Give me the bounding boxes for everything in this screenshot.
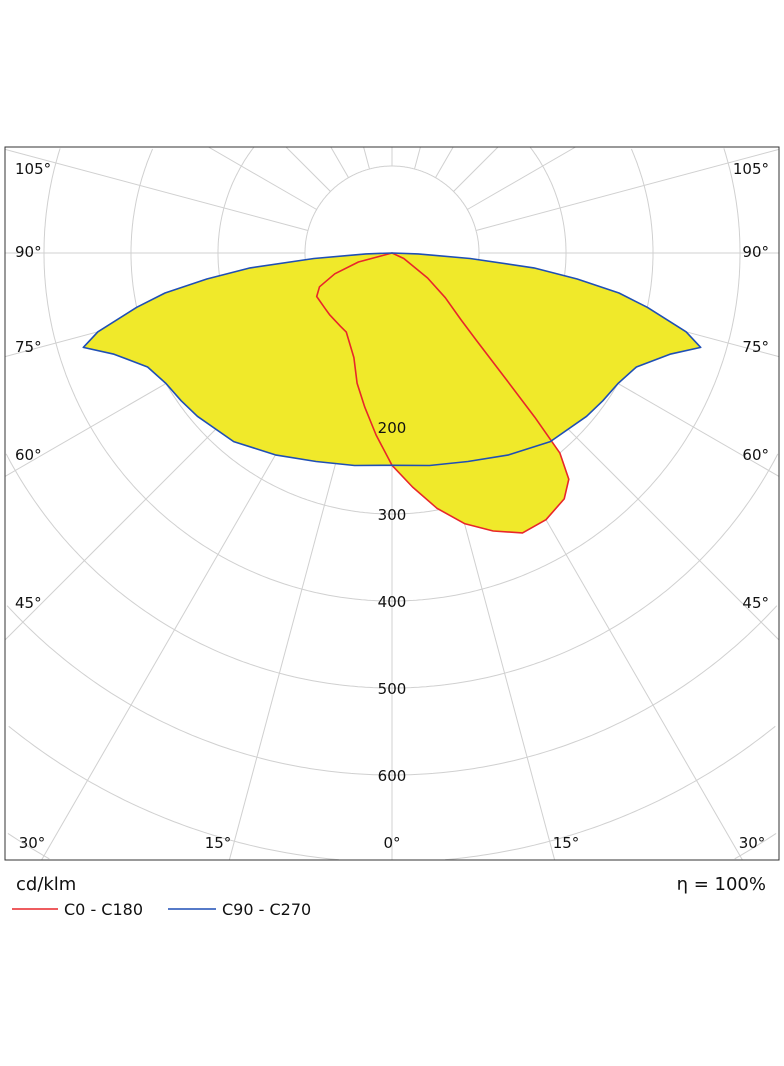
grid-circle-300 bbox=[130, 148, 654, 515]
grid-spoke bbox=[467, 147, 576, 210]
radial-tick-200: 200 bbox=[378, 419, 407, 437]
grid-circle-400 bbox=[43, 148, 741, 602]
angle-label-left: 75° bbox=[15, 338, 42, 356]
grid-spoke bbox=[475, 148, 779, 231]
angle-label-right: 45° bbox=[742, 594, 769, 612]
angle-label-left: 60° bbox=[15, 446, 42, 464]
efficiency-label: η = 100% bbox=[677, 874, 766, 895]
angle-label-left: 45° bbox=[15, 594, 42, 612]
angle-label-bottom: 0° bbox=[383, 834, 400, 852]
curves bbox=[82, 252, 702, 534]
radial-tick-600: 600 bbox=[378, 767, 407, 785]
radial-tick-400: 400 bbox=[378, 593, 407, 611]
angle-label-right: 90° bbox=[742, 243, 769, 261]
angle-label-bottom: 30° bbox=[19, 834, 46, 852]
grid-spoke bbox=[363, 147, 370, 170]
angle-label-right: 60° bbox=[742, 446, 769, 464]
fill-area-1 bbox=[83, 253, 701, 466]
angle-label-right: 105° bbox=[733, 160, 769, 178]
series-curve-c90-c270 bbox=[82, 252, 702, 467]
angle-label-bottom: 15° bbox=[205, 834, 232, 852]
legend-label-c0: C0 - C180 bbox=[64, 900, 143, 919]
legend: C0 - C180 C90 - C270 bbox=[12, 900, 311, 919]
radial-tick-300: 300 bbox=[378, 506, 407, 524]
grid bbox=[5, 147, 779, 860]
angle-label-bottom: 30° bbox=[739, 834, 766, 852]
grid-spoke bbox=[208, 147, 317, 210]
grid-circle-800 bbox=[7, 832, 777, 860]
grid-spoke bbox=[285, 147, 331, 192]
grid-circle-700 bbox=[8, 725, 776, 860]
grid-spoke bbox=[435, 147, 454, 178]
grid-spoke bbox=[330, 147, 349, 178]
radial-tick-500: 500 bbox=[378, 680, 407, 698]
series-curve-c0-c180 bbox=[315, 252, 570, 534]
grid-spoke bbox=[5, 148, 309, 231]
angle-label-left: 90° bbox=[15, 243, 42, 261]
axis-labels: 105° 105° 90° 90° 75° 75° 60° 60° 45° 45° 30° 15° 0°… bbox=[15, 160, 769, 852]
grid-spoke bbox=[414, 147, 421, 170]
angle-label-bottom: 15° bbox=[553, 834, 580, 852]
angle-label-right: 75° bbox=[742, 338, 769, 356]
chart-frame bbox=[4, 146, 780, 861]
legend-label-c90: C90 - C270 bbox=[222, 900, 311, 919]
angle-label-left: 105° bbox=[15, 160, 51, 178]
grid-spoke bbox=[453, 147, 499, 192]
unit-label: cd/klm bbox=[16, 874, 76, 895]
